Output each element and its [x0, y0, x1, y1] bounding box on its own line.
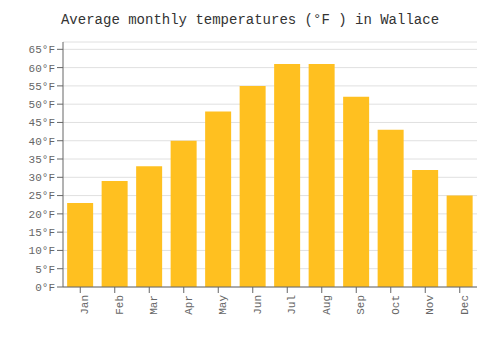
- svg-text:Sep: Sep: [355, 295, 367, 315]
- svg-text:Oct: Oct: [390, 295, 402, 315]
- svg-text:55°F: 55°F: [29, 81, 55, 93]
- svg-text:Feb: Feb: [114, 295, 126, 315]
- svg-text:45°F: 45°F: [29, 117, 55, 129]
- svg-text:Aug: Aug: [321, 295, 333, 315]
- svg-text:65°F: 65°F: [29, 44, 55, 56]
- svg-text:25°F: 25°F: [29, 190, 55, 202]
- svg-text:Nov: Nov: [424, 295, 436, 315]
- svg-text:Dec: Dec: [459, 295, 471, 315]
- svg-text:Jul: Jul: [286, 295, 298, 315]
- svg-text:30°F: 30°F: [29, 172, 55, 184]
- html-text:Average monthly temperatures (: Average monthly temperatures (°F ) in Wa…: [61, 12, 439, 28]
- svg-text:35°F: 35°F: [29, 154, 55, 166]
- svg-text:Jun: Jun: [252, 295, 264, 315]
- svg-text:5°F: 5°F: [35, 264, 55, 276]
- svg-text:15°F: 15°F: [29, 227, 55, 239]
- svg-text:20°F: 20°F: [29, 209, 55, 221]
- svg-text:Apr: Apr: [183, 295, 195, 315]
- svg-text:May: May: [217, 295, 229, 315]
- svg-text:60°F: 60°F: [29, 63, 55, 75]
- svg-text:Jan: Jan: [79, 295, 91, 315]
- svg-text:Mar: Mar: [148, 295, 160, 315]
- svg-text:10°F: 10°F: [29, 245, 55, 257]
- svg-text:40°F: 40°F: [29, 136, 55, 148]
- svg-text:0°F: 0°F: [35, 282, 55, 294]
- svg-text:50°F: 50°F: [29, 99, 55, 111]
